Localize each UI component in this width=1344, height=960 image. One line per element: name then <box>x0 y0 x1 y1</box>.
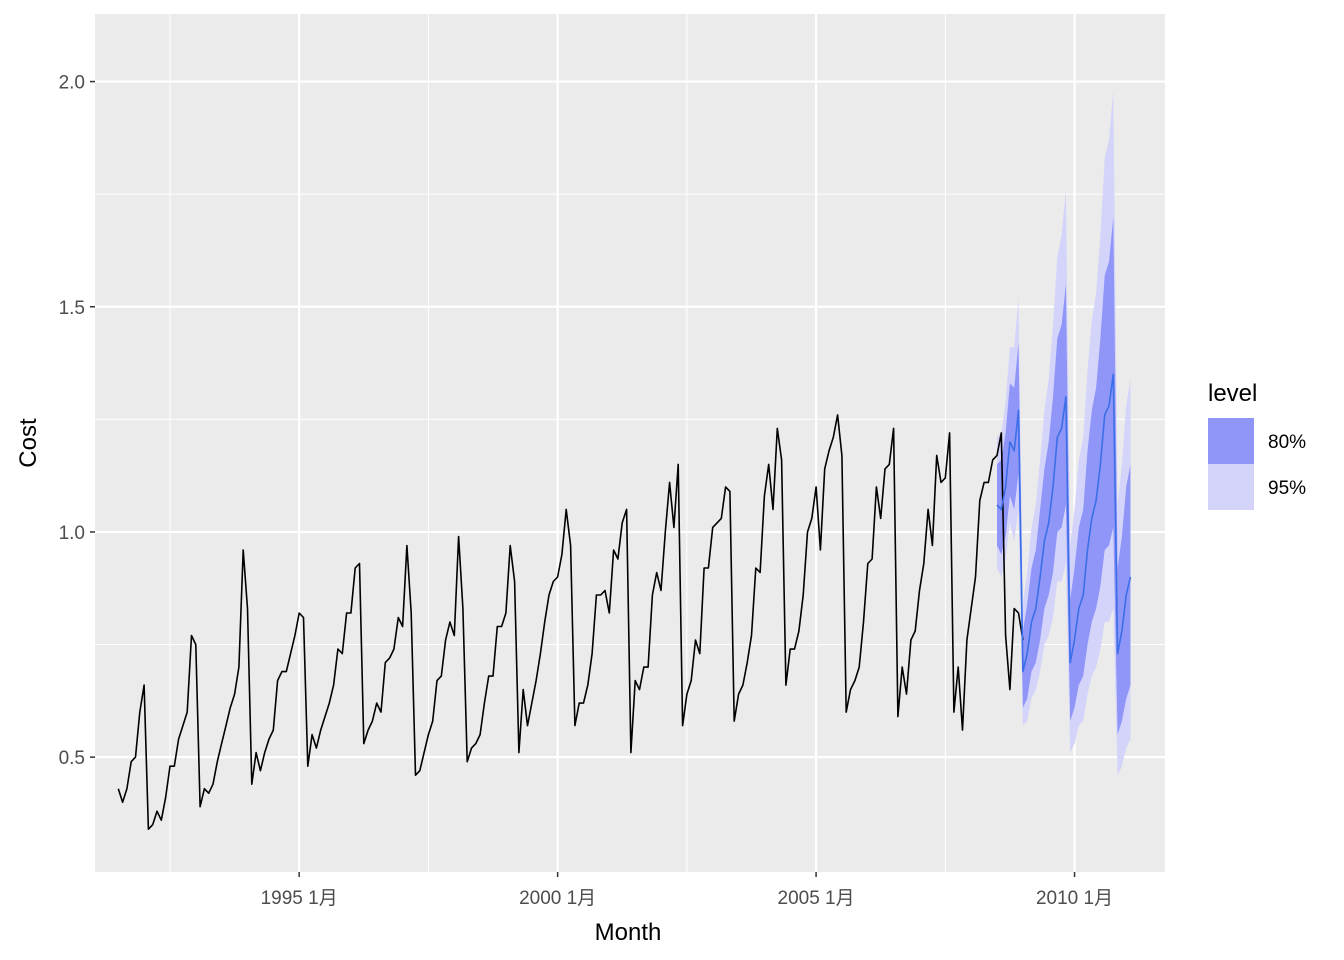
y-axis-title: Cost <box>15 418 42 468</box>
y-tick-label: 0.5 <box>59 748 85 769</box>
forecast-mean-line <box>996 373 1132 673</box>
x-tick-label: 2005 1月 <box>778 888 855 909</box>
legend: level 80% 95% <box>1208 380 1306 510</box>
series-lines <box>117 373 1132 831</box>
y-tick-label: 2.0 <box>59 73 85 94</box>
x-tick-label: 2000 1月 <box>519 888 596 909</box>
history-line <box>117 414 1024 831</box>
x-tick-label: 1995 1月 <box>261 888 338 909</box>
y-axis: 0.5 1.0 1.5 2.0 <box>59 73 95 769</box>
legend-key-95 <box>1208 464 1254 510</box>
y-tick-label: 1.0 <box>59 523 85 544</box>
legend-key-80 <box>1208 418 1254 464</box>
band-80 <box>997 216 1131 735</box>
legend-label-95: 95% <box>1268 478 1306 499</box>
x-axis-title: Month <box>595 919 662 946</box>
legend-title: level <box>1208 380 1257 407</box>
forecast-bands <box>997 90 1131 776</box>
x-tick-label: 2010 1月 <box>1036 888 1113 909</box>
grid-major <box>95 14 1165 872</box>
legend-label-80: 80% <box>1268 432 1306 453</box>
y-tick-label: 1.5 <box>59 298 85 319</box>
grid-minor <box>95 14 1165 872</box>
x-axis: 1995 1月 2000 1月 2005 1月 2010 1月 <box>261 872 1113 909</box>
